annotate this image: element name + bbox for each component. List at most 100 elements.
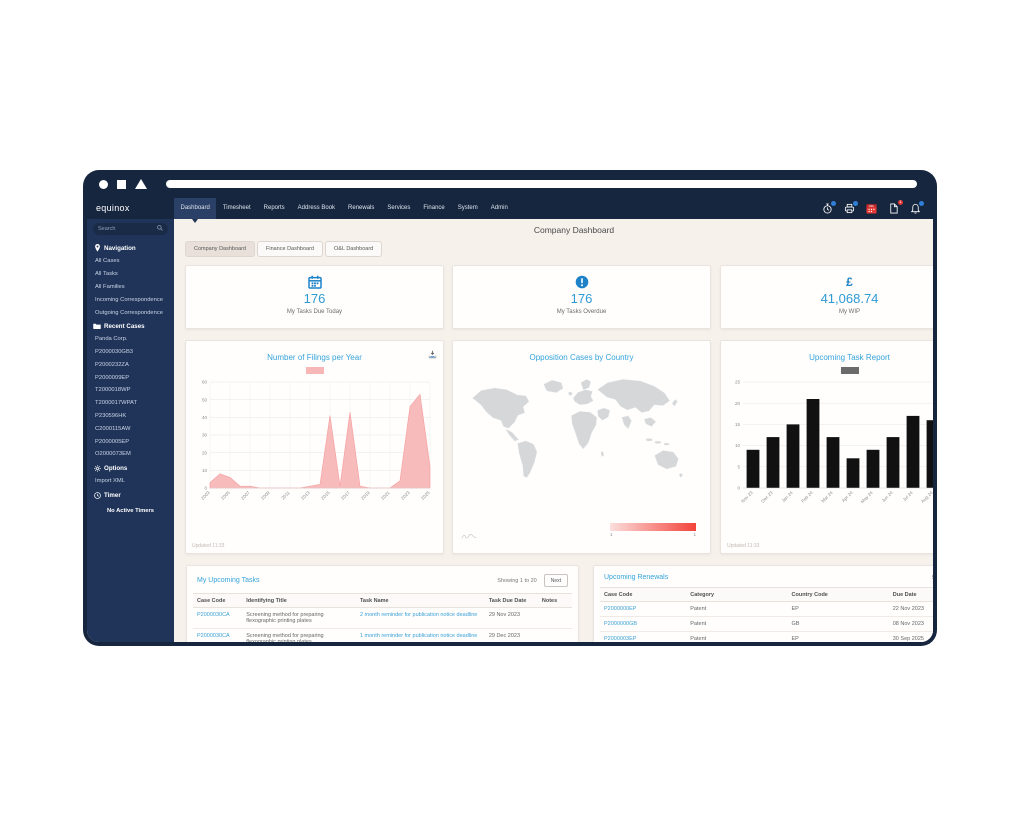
tab-company-dashboard[interactable]: Company Dashboard xyxy=(185,241,255,257)
main-content: Company Dashboard Company Dashboard Finan… xyxy=(174,219,933,642)
nav-item-timesheet[interactable]: Timesheet xyxy=(222,205,251,211)
filings-chart-card: Number of Filings per Year 0 10 20 30 40 50 60… xyxy=(185,340,444,554)
stat-card-my-wip[interactable]: £ 41,068.74 My WIP xyxy=(720,265,933,329)
chart-title: Upcoming Task Report xyxy=(809,353,890,362)
updated-label: Updated 11:33 xyxy=(192,543,225,549)
cell-link[interactable]: 1 month reminder for publication notice … xyxy=(359,633,478,639)
cell-link[interactable]: 2 month reminder for publication notice … xyxy=(359,612,478,618)
legend-max-label: 1 xyxy=(693,532,696,537)
sidebar-item-p2000232za[interactable]: P2000232ZA xyxy=(95,361,129,368)
sidebar-item-p2000009ep[interactable]: P2000009EP xyxy=(95,374,130,381)
folder-icon xyxy=(93,323,101,330)
page-title: Company Dashboard xyxy=(533,225,615,235)
search-box[interactable] xyxy=(93,223,168,235)
column-header: Task Name xyxy=(355,593,485,608)
svg-text:20: 20 xyxy=(202,450,208,455)
window-triangle-icon xyxy=(135,179,147,189)
pound-icon: £ xyxy=(846,275,853,289)
sidebar-item-t2000018wp[interactable]: T2000018WP xyxy=(95,387,131,394)
svg-text:2023: 2023 xyxy=(400,490,411,501)
nav-item-services[interactable]: Services xyxy=(387,205,411,211)
stat-card-tasks-overdue[interactable]: 176 My Tasks Overdue xyxy=(452,265,711,329)
document-icon[interactable]: 1 xyxy=(888,199,903,214)
sidebar-item-c2000115aw[interactable]: C2000115AW xyxy=(95,425,131,432)
sidebar-item-outgoing-correspondence[interactable]: Outgoing Correspondence xyxy=(95,309,163,316)
opposition-map-card: Opposition Cases by Country xyxy=(452,340,711,554)
window-square-icon xyxy=(117,179,126,189)
sidebar-item-all-families[interactable]: All Families xyxy=(95,283,125,290)
sidebar-item-panda-corp[interactable]: Panda Corp. xyxy=(95,336,128,343)
cell-link[interactable]: P2000000GB xyxy=(604,621,638,627)
sidebar-item-o2000073em[interactable]: O2000073EM xyxy=(95,451,131,458)
svg-text:2015: 2015 xyxy=(320,490,331,501)
column-header: Case Code xyxy=(193,593,243,608)
svg-text:Aug 24: Aug 24 xyxy=(920,490,933,504)
sidebar-item-t2000017wpat[interactable]: T2000017WPAT xyxy=(95,400,137,407)
column-header: Identifying Title xyxy=(242,593,356,608)
stat-card-tasks-due-today[interactable]: 176 My Tasks Due Today xyxy=(185,265,444,329)
chart-title: Opposition Cases by Country xyxy=(529,353,634,362)
world-map xyxy=(471,378,684,479)
svg-text:60: 60 xyxy=(202,380,208,385)
search-icon[interactable] xyxy=(157,225,163,233)
svg-text:10: 10 xyxy=(202,468,208,473)
svg-text:Mar 24: Mar 24 xyxy=(820,490,834,504)
map-zoom-squiggle-icon[interactable] xyxy=(461,527,477,545)
table-row: P2000003EP Patent EP 30 Sep 2025 xyxy=(600,631,933,642)
bell-icon[interactable] xyxy=(910,200,924,214)
sidebar-item-p2000005ep[interactable]: P2000005EP xyxy=(95,438,130,445)
sidebar-item-all-cases[interactable]: All Cases xyxy=(95,258,120,265)
nav-item-finance[interactable]: Finance xyxy=(423,205,445,211)
cell-link[interactable]: P2000030CA xyxy=(197,633,230,639)
nav-item-reports[interactable]: Reports xyxy=(263,205,285,211)
cell-link[interactable]: P2000003EP xyxy=(604,636,637,642)
export-menu-icon[interactable] xyxy=(428,346,437,364)
nav-item-address-book[interactable]: Address Book xyxy=(297,205,336,211)
sidebar-item-p2000030gb3[interactable]: P2000030GB3 xyxy=(95,349,134,356)
clock-icon xyxy=(93,491,101,499)
badge: 1 xyxy=(897,199,903,205)
sidebar-item-p230596hk[interactable]: P230596HK xyxy=(95,412,127,419)
app-navbar: equinox Dashboard Timesheet Reports Address… xyxy=(87,198,933,219)
filings-legend-swatch xyxy=(305,367,324,374)
sidebar-item-all-tasks[interactable]: All Tasks xyxy=(95,271,118,278)
badge: 100+ xyxy=(869,204,875,208)
nav-item-admin[interactable]: Admin xyxy=(490,205,508,211)
stopwatch-icon[interactable] xyxy=(822,200,836,214)
browser-chrome xyxy=(83,170,937,198)
calendar-badge-icon[interactable]: 100+ xyxy=(866,203,877,214)
nav-item-renewals[interactable]: Renewals xyxy=(348,205,375,211)
column-header: Country Code xyxy=(787,587,889,602)
app-logo: equinox xyxy=(96,203,130,213)
svg-text:Jul 24: Jul 24 xyxy=(902,490,914,502)
next-button[interactable]: Next xyxy=(543,574,568,587)
legend-min-label: 1 xyxy=(610,532,613,537)
tab-o-l-dashboard[interactable]: O&L Dashboard xyxy=(325,241,383,257)
sidebar-item-import-xml[interactable]: Import XML xyxy=(95,478,125,485)
column-header: Task Due Date xyxy=(484,593,538,608)
cell-link[interactable]: P2000000EP xyxy=(604,606,637,612)
stat-value: 176 xyxy=(303,291,326,306)
window-circle-icon xyxy=(99,179,108,189)
printer-icon[interactable] xyxy=(844,200,858,214)
table-row: P2000030CA Screening method for preparing… xyxy=(193,607,572,629)
browser-window: equinox Dashboard Timesheet Reports Address… xyxy=(83,170,937,646)
nav-item-dashboard[interactable]: Dashboard xyxy=(174,198,217,219)
task-legend-swatch xyxy=(840,367,859,374)
map-heat-legend: 1 1 xyxy=(610,523,696,537)
table-title: My Upcoming Tasks xyxy=(197,577,260,584)
task-report-chart-svg: 0 5 10 15 20 25 Nov 23 Dec 23 Jan 24 Feb 24 Mar 24… xyxy=(735,380,933,504)
nav-item-system[interactable]: System xyxy=(457,205,478,211)
svg-text:2011: 2011 xyxy=(280,490,291,501)
column-header: Notes xyxy=(537,593,572,608)
sidebar-item-incoming-correspondence[interactable]: Incoming Correspondence xyxy=(95,296,163,303)
sidebar-section-navigation: Navigation xyxy=(87,240,174,255)
sidebar-sections: Navigation All Cases All Tasks All Families… xyxy=(87,240,174,502)
url-bar xyxy=(166,180,917,188)
upcoming-renewals-table: Case Code Category Country Code Due Date P2… xyxy=(600,587,933,642)
tab-finance-dashboard[interactable]: Finance Dashboard xyxy=(256,241,323,257)
svg-text:2021: 2021 xyxy=(380,490,391,501)
search-input[interactable] xyxy=(98,226,157,232)
svg-text:30: 30 xyxy=(202,433,208,438)
cell-link[interactable]: P2000030CA xyxy=(197,612,230,618)
